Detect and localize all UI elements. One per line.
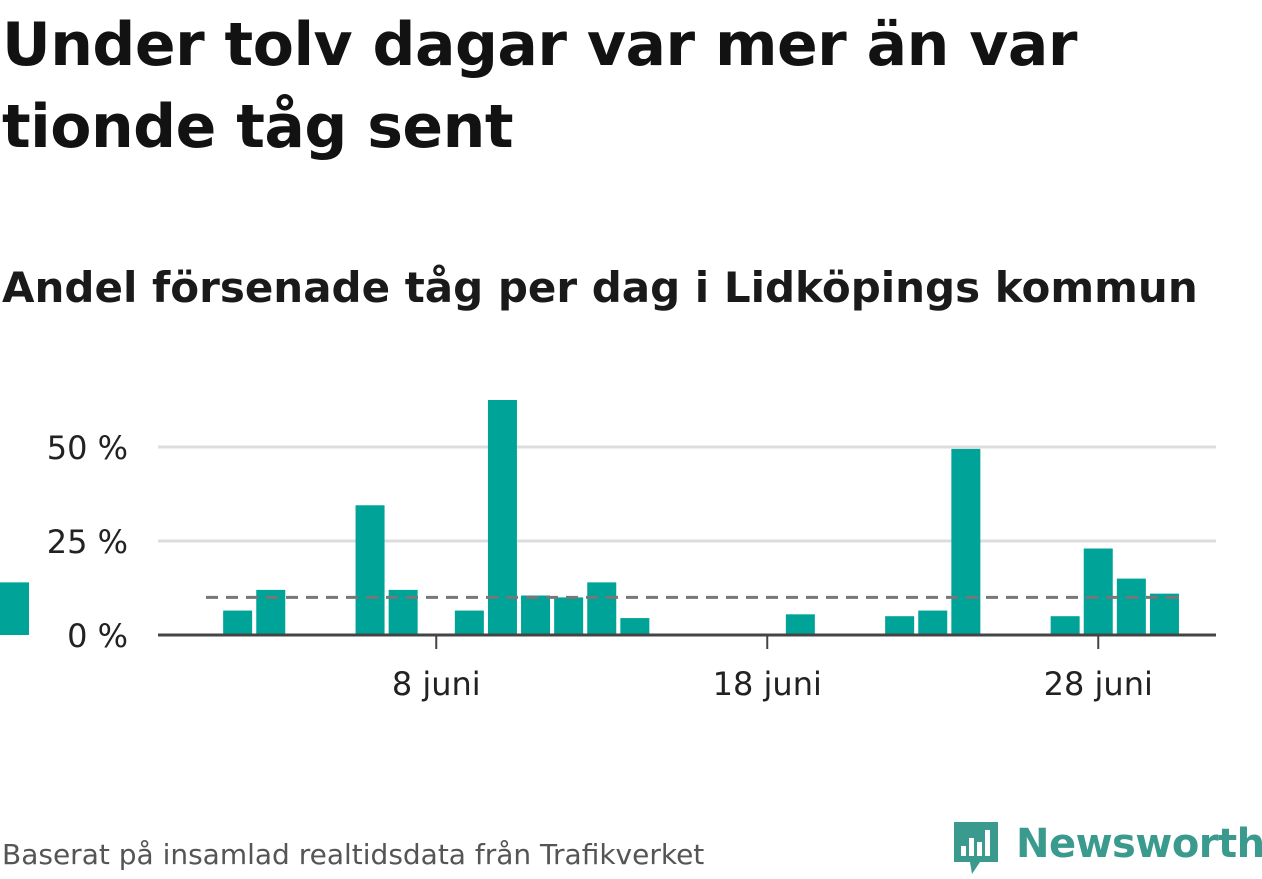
bar-day-22	[885, 616, 915, 635]
bar-day-19	[785, 614, 815, 635]
bar-day-14	[620, 618, 650, 635]
y-tick-label-50: 50 %	[47, 429, 128, 467]
brand-name: Newsworthy	[1016, 821, 1262, 867]
gridlines	[158, 445, 1216, 543]
bar-day-11	[521, 595, 551, 635]
bar-chart: 0 % 25 % 50 % 8 juni 18 juni 28 juni	[0, 400, 1216, 703]
bar-day-24	[951, 448, 981, 635]
x-axis	[158, 633, 1216, 649]
newsworthy-logo[interactable]: Newsworthy	[950, 818, 1262, 878]
y-tick-label-0: 0 %	[67, 617, 128, 655]
bar-day-undefined	[0, 582, 29, 635]
bar-day-30	[1149, 593, 1179, 635]
chart-title: Under tolv dagar var mer än var tionde t…	[2, 10, 1077, 162]
x-axis-labels: 8 juni 18 juni 28 juni	[392, 665, 1153, 703]
source-note: Baserat på insamlad realtidsdata från Tr…	[2, 838, 705, 871]
y-tick-label-25: 25 %	[47, 523, 128, 561]
x-tick-label-28: 28 juni	[1044, 665, 1153, 703]
chart-subtitle: Andel försenade tåg per dag i Lidköpings…	[2, 263, 1198, 312]
bar-day-6	[355, 505, 385, 635]
x-tick-label-18: 18 juni	[713, 665, 822, 703]
y-axis-labels: 0 % 25 % 50 %	[47, 429, 128, 655]
bars	[0, 400, 1179, 635]
bar-day-2	[223, 610, 253, 635]
bar-day-12	[554, 597, 584, 635]
bar-day-29	[1116, 578, 1146, 635]
bar-day-27	[1050, 616, 1080, 635]
bar-day-13	[587, 582, 617, 635]
bar-day-28	[1083, 548, 1113, 635]
x-tick-label-8: 8 juni	[392, 665, 481, 703]
bar-day-23	[918, 610, 948, 635]
bar-day-9	[454, 610, 484, 635]
newsworthy-logo-icon	[954, 822, 998, 874]
bar-day-10	[487, 400, 517, 635]
